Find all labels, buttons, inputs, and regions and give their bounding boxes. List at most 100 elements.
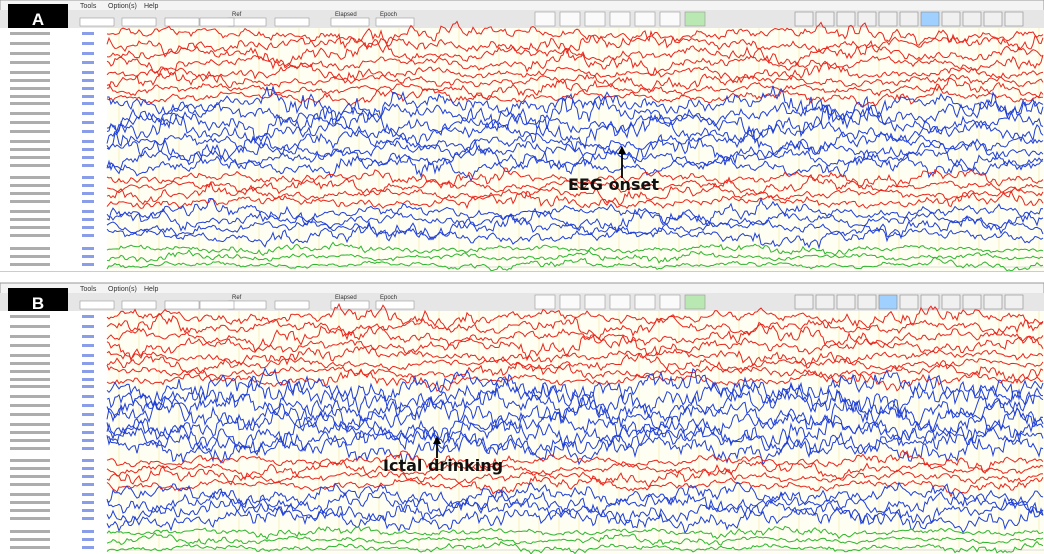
nav-button[interactable] bbox=[878, 294, 898, 310]
annotation-arrowhead bbox=[618, 146, 626, 154]
tool-button[interactable] bbox=[659, 11, 681, 27]
eeg-trace bbox=[106, 481, 1044, 509]
channel-name bbox=[10, 164, 50, 167]
channel-scale bbox=[82, 431, 94, 434]
channel-name bbox=[10, 335, 50, 338]
nav-button[interactable] bbox=[899, 294, 919, 310]
nav-button[interactable] bbox=[1004, 11, 1024, 27]
nav-button[interactable] bbox=[815, 294, 835, 310]
nav-button[interactable] bbox=[941, 294, 961, 310]
toolbar-dropdown[interactable] bbox=[121, 300, 157, 310]
tool-button[interactable] bbox=[559, 11, 581, 27]
tool-button[interactable] bbox=[634, 11, 656, 27]
nav-button[interactable] bbox=[836, 294, 856, 310]
nav-button[interactable] bbox=[857, 294, 877, 310]
toolbar-dropdown[interactable] bbox=[274, 300, 310, 310]
channel-name bbox=[10, 79, 50, 82]
channel-scale bbox=[82, 87, 94, 90]
eeg-panel: Tools Option(s) Help Ref Elapsed Epoch B Ictal … bbox=[0, 282, 1044, 554]
menu-item[interactable]: Tools bbox=[80, 286, 97, 293]
toolbar-dropdown[interactable] bbox=[79, 17, 115, 27]
channel-scale bbox=[82, 32, 94, 35]
toolbar-field[interactable] bbox=[375, 300, 415, 310]
channel-name bbox=[10, 255, 50, 258]
tool-button[interactable] bbox=[609, 11, 631, 27]
channel-scale bbox=[82, 200, 94, 203]
channel-scale bbox=[82, 335, 94, 338]
channel-name bbox=[10, 431, 50, 434]
tool-button[interactable] bbox=[684, 294, 706, 310]
menu-item[interactable]: Help bbox=[144, 3, 159, 10]
eeg-trace bbox=[106, 47, 1044, 78]
channel-scale bbox=[82, 325, 94, 328]
eeg-trace bbox=[106, 525, 1044, 541]
eeg-trace bbox=[106, 430, 1044, 466]
eeg-trace bbox=[106, 197, 1044, 227]
eeg-trace bbox=[106, 368, 1044, 392]
eeg-trace bbox=[106, 20, 1044, 50]
toolbar-dropdown[interactable] bbox=[199, 17, 235, 27]
nav-button[interactable] bbox=[857, 11, 877, 27]
toolbar-dropdown[interactable] bbox=[164, 300, 200, 310]
channel-name bbox=[10, 501, 50, 504]
tool-button[interactable] bbox=[584, 11, 606, 27]
channel-scale bbox=[82, 344, 94, 347]
nav-button[interactable] bbox=[794, 11, 814, 27]
nav-button[interactable] bbox=[836, 11, 856, 27]
eeg-trace bbox=[106, 506, 1044, 535]
toolbar-field[interactable] bbox=[375, 17, 415, 27]
channel-scale bbox=[82, 517, 94, 520]
toolbar-dropdown[interactable] bbox=[274, 17, 310, 27]
channel-scale bbox=[82, 459, 94, 462]
menu-item[interactable]: Help bbox=[144, 286, 159, 293]
toolbar-dropdown[interactable] bbox=[79, 300, 115, 310]
nav-button[interactable] bbox=[962, 11, 982, 27]
tool-button[interactable] bbox=[559, 294, 581, 310]
nav-button[interactable] bbox=[899, 11, 919, 27]
nav-button[interactable] bbox=[983, 11, 1003, 27]
nav-button[interactable] bbox=[878, 11, 898, 27]
nav-button[interactable] bbox=[794, 294, 814, 310]
tool-button[interactable] bbox=[609, 294, 631, 310]
nav-button[interactable] bbox=[983, 294, 1003, 310]
nav-button[interactable] bbox=[941, 11, 961, 27]
toolbar-dropdown[interactable] bbox=[199, 300, 235, 310]
channel-name bbox=[10, 226, 50, 229]
channel-scale bbox=[82, 192, 94, 195]
toolbar-dropdown[interactable] bbox=[164, 17, 200, 27]
menu-item[interactable]: Option(s) bbox=[108, 3, 137, 10]
menu-item[interactable]: Tools bbox=[80, 3, 97, 10]
channel-name bbox=[10, 459, 50, 462]
annotation-arrowhead bbox=[433, 436, 441, 444]
nav-button[interactable] bbox=[815, 11, 835, 27]
nav-button[interactable] bbox=[920, 11, 940, 27]
tool-button[interactable] bbox=[584, 294, 606, 310]
channel-name bbox=[10, 102, 50, 105]
channel-name bbox=[10, 538, 50, 541]
channel-scale bbox=[82, 447, 94, 450]
channel-name bbox=[10, 247, 50, 250]
tool-button[interactable] bbox=[634, 294, 656, 310]
toolbar-dropdown[interactable] bbox=[121, 17, 157, 27]
channel-name bbox=[10, 210, 50, 213]
channel-scale bbox=[82, 95, 94, 98]
tool-button[interactable] bbox=[534, 294, 556, 310]
nav-button[interactable] bbox=[962, 294, 982, 310]
channel-name bbox=[10, 344, 50, 347]
tool-button[interactable] bbox=[684, 11, 706, 27]
channel-scale bbox=[82, 530, 94, 533]
channel-name bbox=[10, 112, 50, 115]
toolbar-field[interactable] bbox=[330, 17, 370, 27]
menu-item[interactable]: Option(s) bbox=[108, 286, 137, 293]
eeg-trace bbox=[106, 377, 1044, 418]
tool-button[interactable] bbox=[534, 11, 556, 27]
toolbar-field[interactable] bbox=[330, 300, 370, 310]
nav-button[interactable] bbox=[920, 294, 940, 310]
nav-button[interactable] bbox=[1004, 294, 1024, 310]
toolbar-field-label: Epoch bbox=[380, 12, 397, 18]
channel-name bbox=[10, 156, 50, 159]
tool-button[interactable] bbox=[659, 294, 681, 310]
channel-name bbox=[10, 370, 50, 373]
channel-scale bbox=[82, 395, 94, 398]
